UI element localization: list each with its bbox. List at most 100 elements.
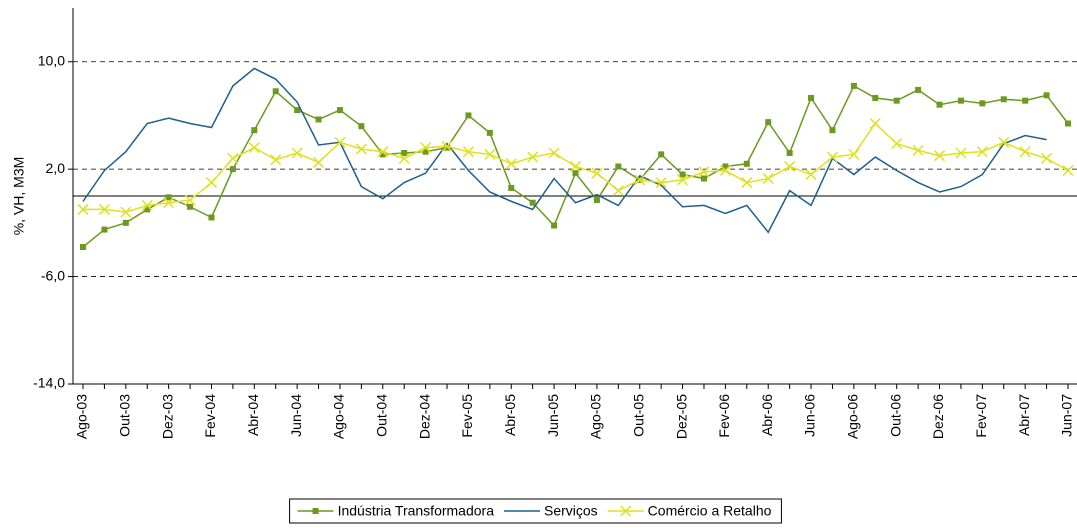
marker xyxy=(484,148,496,160)
marker xyxy=(615,163,622,170)
marker xyxy=(1062,164,1074,177)
x-tick-label: Abr-04 xyxy=(245,394,261,436)
legend-item: Comércio a Retalho xyxy=(607,503,772,519)
marker xyxy=(891,138,903,150)
marker xyxy=(98,203,110,215)
marker xyxy=(569,160,582,172)
x-tick-label: Abr-05 xyxy=(502,394,518,436)
marker xyxy=(612,185,624,197)
marker xyxy=(165,194,172,201)
marker xyxy=(248,142,260,154)
marker xyxy=(936,101,943,108)
marker xyxy=(700,175,707,182)
marker xyxy=(163,197,175,209)
marker xyxy=(1043,92,1050,99)
marker xyxy=(1065,120,1071,127)
x-tick-label: Ago-06 xyxy=(845,394,861,439)
legend-label: Indústria Transformadora xyxy=(338,503,495,519)
y-tick-label: 2,0 xyxy=(46,160,66,176)
marker xyxy=(355,143,367,155)
y-tick-label: -6,0 xyxy=(41,267,65,283)
marker xyxy=(805,168,817,181)
x-tick-label: Out-04 xyxy=(373,394,389,437)
marker xyxy=(784,160,796,172)
marker xyxy=(826,151,838,163)
marker xyxy=(313,156,325,168)
marker xyxy=(591,167,603,179)
x-tick-label: Ago-03 xyxy=(74,394,90,439)
marker xyxy=(658,151,665,158)
x-tick-label: Ago-04 xyxy=(331,394,347,439)
legend-item: Serviços xyxy=(503,503,598,519)
legend-item: Indústria Transformadora xyxy=(297,503,495,519)
x-tick-label: Fev-06 xyxy=(716,394,732,438)
marker xyxy=(294,107,301,114)
marker xyxy=(77,203,89,215)
marker xyxy=(336,107,343,114)
marker xyxy=(508,184,515,191)
marker xyxy=(401,150,408,157)
x-tick-label: Dez-05 xyxy=(673,394,689,439)
marker xyxy=(465,112,472,119)
marker xyxy=(933,150,946,162)
marker xyxy=(1019,146,1031,158)
marker xyxy=(270,154,282,166)
marker xyxy=(979,100,986,107)
marker xyxy=(872,94,879,101)
marker xyxy=(422,148,429,155)
legend: Indústria Transformadora Serviços Comércio… xyxy=(289,498,782,524)
series-line xyxy=(82,67,1047,234)
x-tick-label: Jun-04 xyxy=(288,394,304,437)
marker xyxy=(272,88,279,95)
marker xyxy=(184,194,196,206)
marker xyxy=(998,136,1010,148)
x-tick-label: Jun-05 xyxy=(545,394,561,437)
marker xyxy=(765,119,772,126)
marker xyxy=(955,147,967,159)
marker xyxy=(1022,97,1029,104)
marker xyxy=(398,152,410,164)
marker xyxy=(251,127,258,134)
marker xyxy=(101,226,108,233)
marker xyxy=(572,170,579,177)
marker xyxy=(141,199,153,211)
x-tick-label: Dez-03 xyxy=(159,394,175,439)
x-tick-label: Dez-04 xyxy=(416,394,432,439)
x-tick-label: Abr-06 xyxy=(759,394,775,436)
marker xyxy=(957,97,964,104)
x-tick-label: Fev-07 xyxy=(973,394,989,438)
marker xyxy=(205,177,218,189)
marker xyxy=(741,177,753,189)
marker xyxy=(1000,96,1007,103)
marker xyxy=(551,222,558,229)
x-tick-label: Jun-07 xyxy=(1059,394,1075,437)
x-tick-label: Abr-07 xyxy=(1016,394,1032,436)
marker xyxy=(679,171,686,178)
marker xyxy=(377,146,389,158)
marker xyxy=(593,197,600,204)
marker xyxy=(315,116,322,123)
marker xyxy=(312,508,319,514)
marker xyxy=(462,146,474,158)
x-tick-label: Fev-05 xyxy=(459,394,475,438)
x-tick-label: Out-06 xyxy=(887,394,903,437)
marker xyxy=(762,173,774,185)
marker xyxy=(187,203,194,210)
y-axis-label: %, VH, M3M xyxy=(11,157,27,236)
marker xyxy=(829,127,836,134)
marker xyxy=(634,174,646,186)
marker xyxy=(227,152,239,164)
x-tick-label: Jun-06 xyxy=(802,394,818,437)
marker xyxy=(698,166,710,178)
x-tick-label: Fev-04 xyxy=(202,394,218,438)
marker xyxy=(229,166,236,173)
marker xyxy=(655,177,667,189)
marker xyxy=(420,142,432,154)
marker xyxy=(334,136,346,148)
legend-label: Comércio a Retalho xyxy=(648,503,772,519)
marker xyxy=(1041,152,1053,164)
marker xyxy=(722,163,729,170)
marker xyxy=(291,147,303,159)
marker xyxy=(976,146,988,158)
x-tick-label: Ago-05 xyxy=(588,394,604,439)
